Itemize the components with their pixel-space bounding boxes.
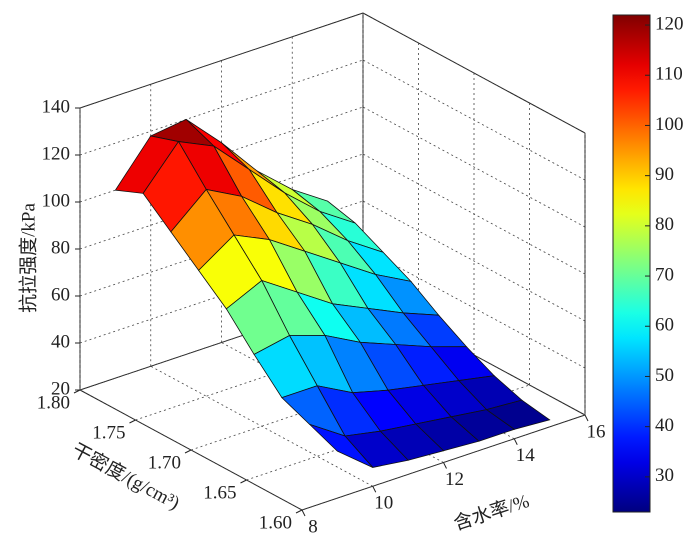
x-tick — [443, 462, 447, 469]
surface-patch — [309, 423, 374, 468]
y-tick-label: 1.80 — [37, 392, 70, 413]
x-tick — [513, 438, 518, 445]
x-tick-label: 8 — [308, 516, 318, 537]
z-tick-label: 80 — [51, 237, 70, 258]
colorbar — [612, 14, 651, 513]
z-tick-label: 140 — [42, 96, 71, 117]
colorbar-tick-label: 70 — [655, 264, 674, 285]
x-axis-title: 含水率/% — [451, 490, 532, 535]
colorbar-tick-label: 40 — [655, 415, 674, 436]
y-tick-label: 1.60 — [259, 512, 292, 533]
z-tick-label: 40 — [51, 331, 70, 352]
y-tick — [240, 479, 247, 484]
colorbar-tick-label: 80 — [655, 214, 674, 235]
grid-line — [362, 106, 586, 228]
y-tick — [184, 449, 192, 454]
x-tick — [301, 509, 306, 517]
y-tick-label: 1.65 — [203, 482, 236, 503]
y-tick-label: 1.75 — [92, 422, 125, 443]
x-tick — [372, 486, 377, 493]
x-tick-label: 16 — [587, 421, 606, 442]
y-tick — [295, 509, 303, 514]
z-tick-label: 100 — [42, 190, 71, 211]
grid-line — [362, 12, 586, 134]
x-tick-label: 12 — [445, 469, 464, 490]
grid-line — [150, 365, 373, 487]
axis-box — [79, 12, 364, 109]
z-tick-label: 60 — [51, 284, 70, 305]
colorbar-tick-label: 90 — [655, 164, 674, 185]
x-tick — [584, 414, 589, 422]
grid-line — [362, 200, 586, 322]
z-tick-label: 120 — [42, 143, 71, 164]
colorbar-tick-label: 100 — [655, 114, 684, 135]
y-tick-label: 1.70 — [148, 452, 181, 473]
colorbar-tick-label: 110 — [655, 64, 683, 85]
colorbar-tick-label: 50 — [655, 365, 674, 386]
colorbar-tick-label: 60 — [655, 315, 674, 336]
z-axis-title: 抗拉强度/kPa — [17, 203, 39, 313]
y-tick — [129, 419, 136, 424]
colorbar-tick-label: 30 — [655, 465, 674, 486]
y-tick — [73, 389, 81, 394]
z-tick-label: 20 — [51, 378, 70, 399]
colorbar-tick-label: 120 — [655, 13, 684, 34]
y-axis-title: 干密度/(g/cm³) — [68, 439, 183, 514]
x-tick-label: 10 — [374, 493, 393, 514]
x-tick-label: 14 — [516, 445, 536, 466]
